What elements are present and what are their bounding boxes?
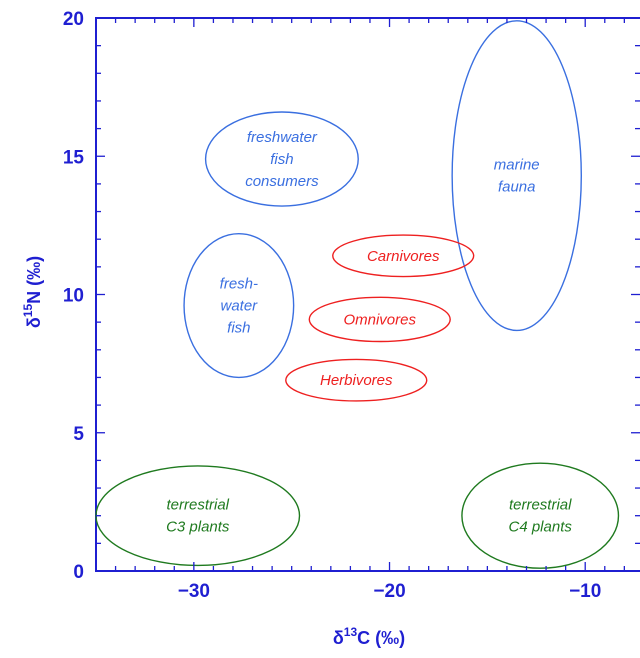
x-axis-title-rest: C (‰) xyxy=(357,628,405,648)
terrestrial-c4-plants-label: terrestrial xyxy=(509,497,572,514)
omnivores-label: Omnivores xyxy=(343,311,416,328)
region-freshwater-fish: fresh-water fish xyxy=(183,232,295,379)
region-carnivores: Carnivores xyxy=(332,234,475,278)
region-freshwater-fish-consumers: freshwater fish consumers xyxy=(204,111,359,207)
terrestrial-c4-plants-ellipse xyxy=(461,462,620,569)
y-axis-title: δ15N (‰) xyxy=(21,256,44,328)
freshwater-fish-label: fresh- xyxy=(220,276,258,293)
y-axis-title-prefix: δ xyxy=(24,317,44,328)
freshwater-fish-ellipse xyxy=(183,232,295,379)
region-terrestrial-c3-plants: terrestrial C3 plants xyxy=(95,465,301,567)
x-axis-ticks: −30 −20 −10 xyxy=(114,18,625,602)
x-tick-label: −20 xyxy=(373,581,405,602)
terrestrial-c3-plants-ellipse xyxy=(95,465,301,567)
carnivores-label: Carnivores xyxy=(367,248,440,265)
region-omnivores: Omnivores xyxy=(308,296,451,343)
freshwater-fish-consumers-label: consumers xyxy=(245,173,319,190)
y-axis-title-rest: N (‰) xyxy=(24,256,44,304)
terrestrial-c3-plants-label: C3 plants xyxy=(166,519,230,536)
x-axis-title-prefix: δ xyxy=(333,628,344,648)
freshwater-fish-consumers-label: fish xyxy=(270,151,293,168)
y-axis-ticks: 0 5 10 15 20 xyxy=(63,9,640,583)
x-tick-label: −10 xyxy=(569,581,601,602)
terrestrial-c4-plants-label: C4 plants xyxy=(509,519,573,536)
omnivores-ellipse xyxy=(308,296,451,343)
herbivores-label: Herbivores xyxy=(320,372,393,389)
y-tick-label: 5 xyxy=(73,424,84,445)
y-tick-label: 15 xyxy=(63,147,85,168)
x-axis-title: δ13C (‰) xyxy=(333,625,405,648)
marine-fauna-label: fauna xyxy=(498,179,536,196)
y-tick-label: 10 xyxy=(63,286,84,307)
region-terrestrial-c4-plants: terrestrial C4 plants xyxy=(461,462,620,569)
region-herbivores: Herbivores xyxy=(285,358,428,402)
freshwater-fish-consumers-ellipse xyxy=(204,111,359,207)
y-axis-title-sup: 15 xyxy=(21,304,35,318)
x-axis-title-sup: 13 xyxy=(344,625,358,639)
y-tick-label: 20 xyxy=(63,9,84,30)
x-tick-label: −30 xyxy=(178,581,210,602)
terrestrial-c3-plants-label: terrestrial xyxy=(166,497,229,514)
freshwater-fish-consumers-label: freshwater xyxy=(247,129,318,146)
y-tick-label: 0 xyxy=(73,562,84,583)
freshwater-fish-label: water xyxy=(221,298,259,315)
carnivores-ellipse xyxy=(332,234,475,278)
freshwater-fish-label: fish xyxy=(227,320,250,337)
region-marine-fauna: marine fauna xyxy=(451,20,582,332)
marine-fauna-ellipse xyxy=(451,20,582,332)
herbivores-ellipse xyxy=(285,358,428,402)
region-ellipses: freshwater fish consumers marine fauna fresh-… xyxy=(95,20,620,569)
marine-fauna-label: marine xyxy=(494,157,540,174)
